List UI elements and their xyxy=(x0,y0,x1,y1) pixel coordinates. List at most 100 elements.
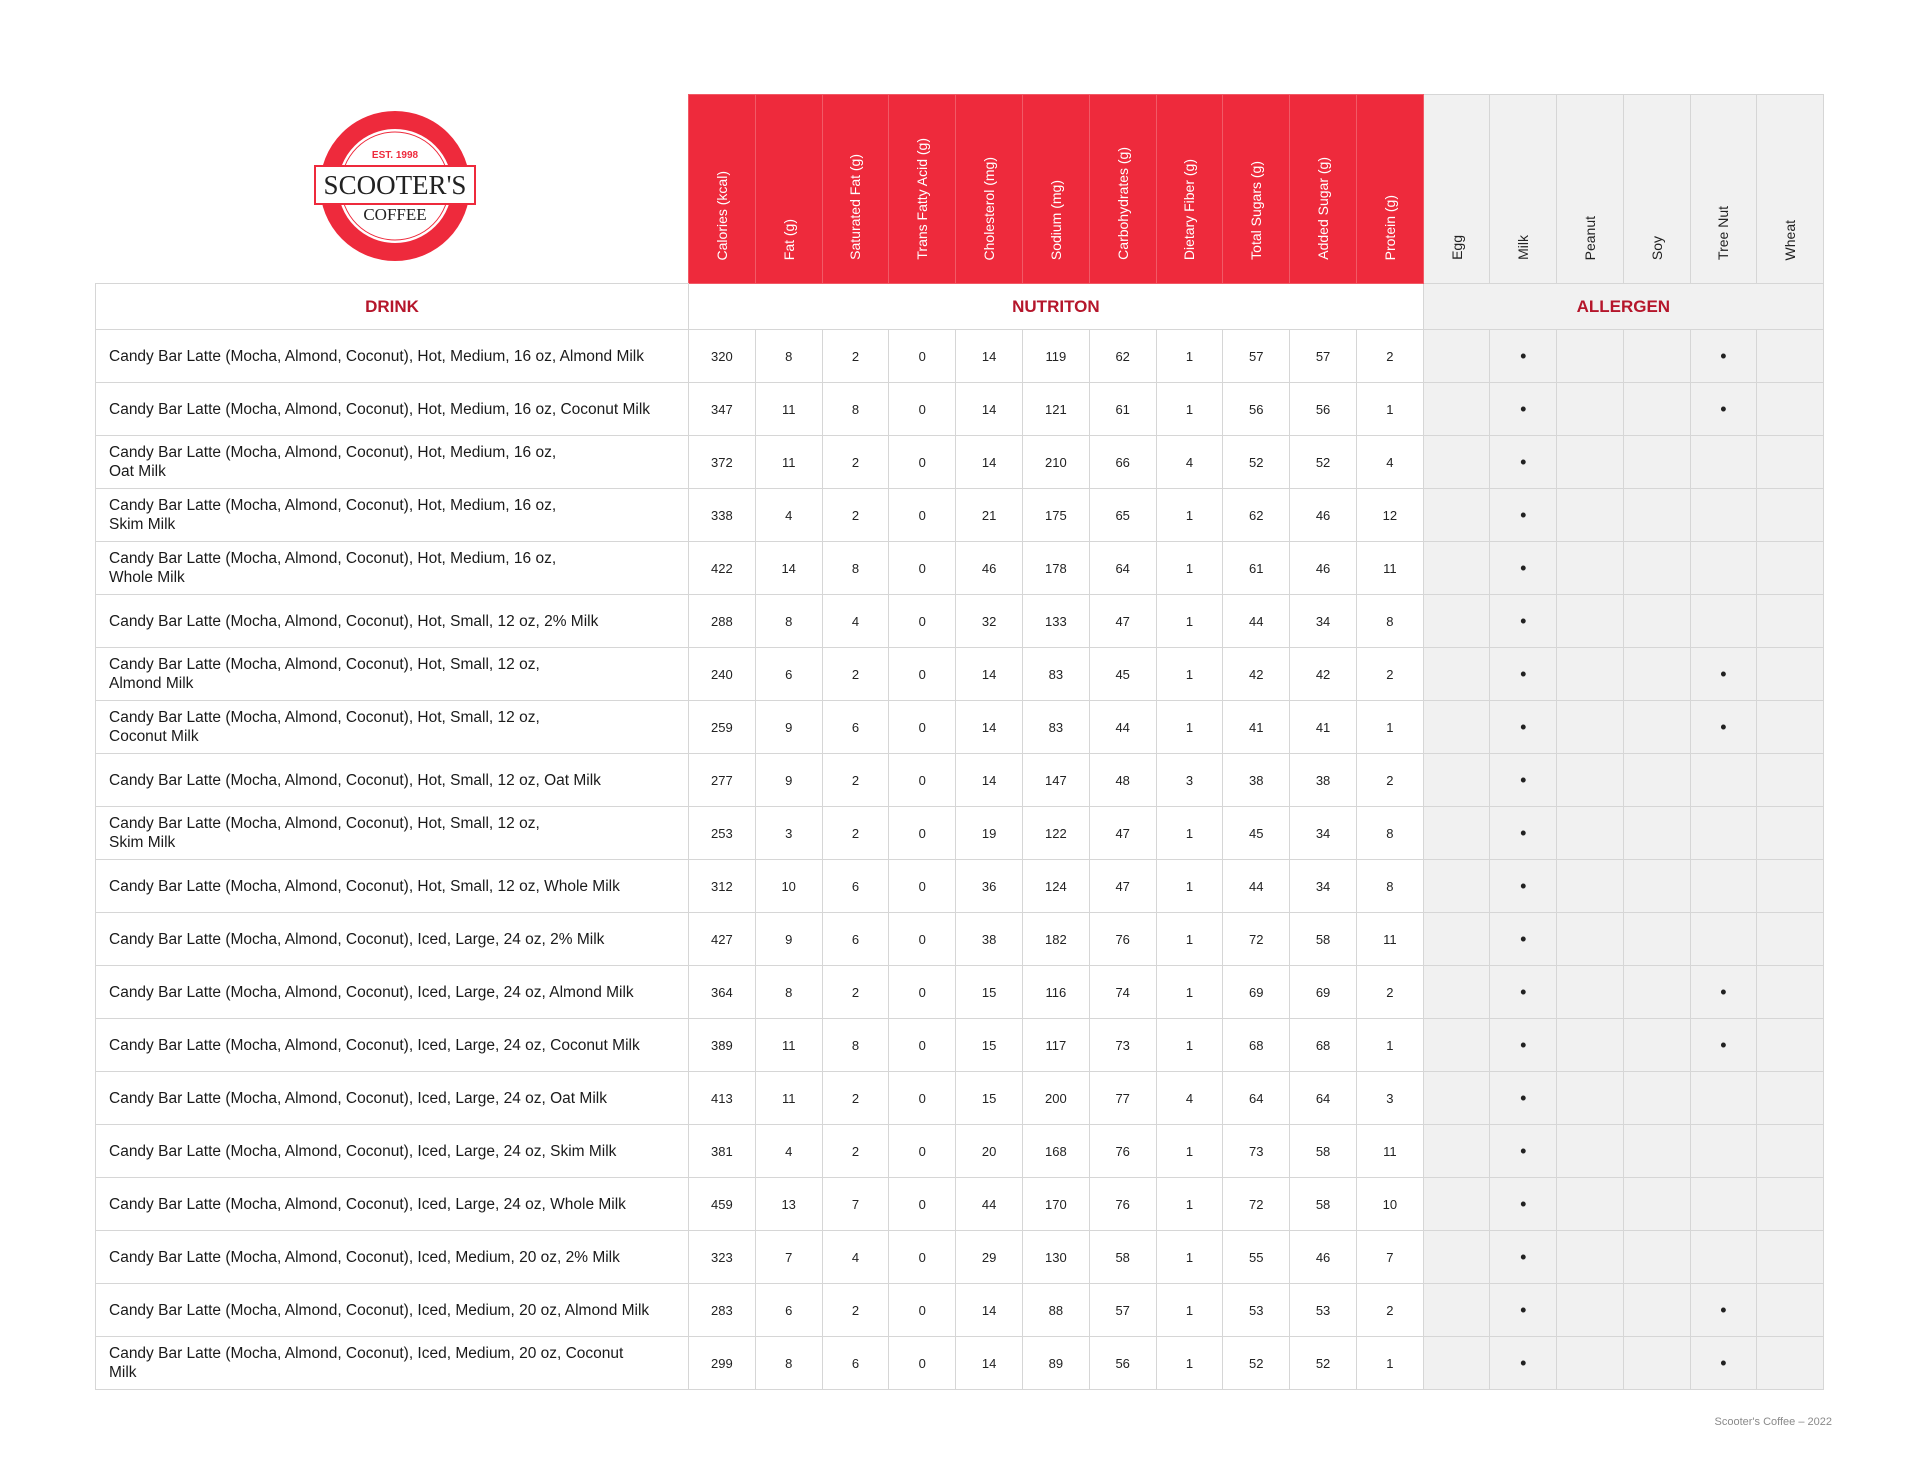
column-label: Dietary Fiber (g) xyxy=(1181,158,1198,260)
allergen-cell xyxy=(1422,753,1491,807)
nutrition-value: 44 xyxy=(1222,594,1291,648)
column-label: Cholesterol (mg) xyxy=(981,156,998,260)
allergen-cell xyxy=(1422,912,1491,966)
nutrition-value: 72 xyxy=(1222,1177,1291,1231)
allergen-cell xyxy=(1622,647,1691,701)
nutrition-value: 2 xyxy=(821,329,890,383)
header-nutrition-10: Protein (g) xyxy=(1355,94,1424,284)
nutrition-value: 7 xyxy=(821,1177,890,1231)
nutrition-value: 89 xyxy=(1021,1336,1090,1390)
allergen-cell: • xyxy=(1489,806,1558,860)
allergen-cell xyxy=(1689,1071,1758,1125)
allergen-dot-icon: • xyxy=(1520,557,1527,578)
nutrition-value: 58 xyxy=(1289,912,1357,966)
column-label: Total Sugars (g) xyxy=(1248,161,1265,260)
nutrition-value: 46 xyxy=(1289,488,1357,542)
table-row: Candy Bar Latte (Mocha, Almond, Coconut)… xyxy=(95,435,1824,489)
drink-name: Candy Bar Latte (Mocha, Almond, Coconut)… xyxy=(95,700,689,754)
nutrition-value: 14 xyxy=(754,541,823,595)
column-label: Peanut xyxy=(1581,215,1598,260)
allergen-cell xyxy=(1422,541,1491,595)
nutrition-value: 312 xyxy=(688,859,756,913)
allergen-cell xyxy=(1422,1283,1491,1337)
drink-name: Candy Bar Latte (Mocha, Almond, Coconut)… xyxy=(95,488,689,542)
allergen-cell xyxy=(1622,1018,1691,1072)
allergen-cell xyxy=(1756,541,1824,595)
nutrition-value: 2 xyxy=(821,1124,890,1178)
nutrition-value: 42 xyxy=(1222,647,1291,701)
nutrition-value: 61 xyxy=(1088,382,1157,436)
nutrition-value: 57 xyxy=(1289,329,1357,383)
allergen-cell xyxy=(1556,1124,1624,1178)
nutrition-value: 62 xyxy=(1222,488,1291,542)
drink-name: Candy Bar Latte (Mocha, Almond, Coconut)… xyxy=(95,647,689,701)
nutrition-value: 83 xyxy=(1021,647,1090,701)
nutrition-value: 1 xyxy=(1355,700,1424,754)
allergen-cell: • xyxy=(1489,488,1558,542)
nutrition-value: 1 xyxy=(1155,329,1224,383)
nutrition-value: 1 xyxy=(1155,1177,1224,1231)
allergen-cell xyxy=(1422,647,1491,701)
allergen-dot-icon: • xyxy=(1520,1087,1527,1108)
logo-name: SCOOTER'S xyxy=(324,170,467,200)
allergen-cell xyxy=(1622,382,1691,436)
allergen-cell xyxy=(1689,541,1758,595)
nutrition-value: 0 xyxy=(888,435,957,489)
nutrition-value: 73 xyxy=(1222,1124,1291,1178)
nutrition-value: 0 xyxy=(888,1336,957,1390)
nutrition-value: 56 xyxy=(1222,382,1291,436)
nutrition-value: 52 xyxy=(1289,1336,1357,1390)
column-label: Fat (g) xyxy=(780,218,797,260)
allergen-dot-icon: • xyxy=(1520,1034,1527,1055)
nutrition-value: 0 xyxy=(888,806,957,860)
column-header-row: Calories (kcal) Fat (g) Saturated Fat (g) T… xyxy=(95,94,1824,284)
nutrition-value: 36 xyxy=(955,859,1023,913)
drink-name: Candy Bar Latte (Mocha, Almond, Coconut)… xyxy=(95,965,689,1019)
nutrition-value: 0 xyxy=(888,700,957,754)
allergen-cell: • xyxy=(1489,1283,1558,1337)
allergen-cell xyxy=(1622,541,1691,595)
nutrition-value: 347 xyxy=(688,382,756,436)
nutrition-value: 64 xyxy=(1088,541,1157,595)
allergen-cell xyxy=(1756,1071,1824,1125)
allergen-cell: • xyxy=(1689,382,1758,436)
drink-name: Candy Bar Latte (Mocha, Almond, Coconut)… xyxy=(95,859,689,913)
nutrition-value: 283 xyxy=(688,1283,756,1337)
allergen-cell xyxy=(1556,1336,1624,1390)
header-allergen-egg: Egg xyxy=(1422,94,1491,284)
nutrition-value: 381 xyxy=(688,1124,756,1178)
allergen-dot-icon: • xyxy=(1520,1352,1527,1373)
allergen-cell xyxy=(1556,594,1624,648)
allergen-cell xyxy=(1756,806,1824,860)
nutrition-value: 175 xyxy=(1021,488,1090,542)
allergen-cell xyxy=(1622,1336,1691,1390)
nutrition-value: 6 xyxy=(821,1336,890,1390)
nutrition-value: 0 xyxy=(888,965,957,1019)
column-label: Protein (g) xyxy=(1381,194,1398,260)
nutrition-value: 1 xyxy=(1155,1283,1224,1337)
allergen-cell xyxy=(1756,647,1824,701)
nutrition-value: 130 xyxy=(1021,1230,1090,1284)
nutrition-value: 0 xyxy=(888,912,957,966)
allergen-dot-icon: • xyxy=(1520,822,1527,843)
allergen-cell xyxy=(1689,435,1758,489)
nutrition-value: 1 xyxy=(1155,1124,1224,1178)
nutrition-value: 56 xyxy=(1289,382,1357,436)
nutrition-value: 46 xyxy=(1289,541,1357,595)
nutrition-value: 122 xyxy=(1021,806,1090,860)
allergen-dot-icon: • xyxy=(1520,769,1527,790)
logo-est: EST. 1998 xyxy=(372,150,419,161)
nutrition-value: 57 xyxy=(1222,329,1291,383)
allergen-cell xyxy=(1622,1071,1691,1125)
nutrition-value: 119 xyxy=(1021,329,1090,383)
nutrition-value: 0 xyxy=(888,488,957,542)
allergen-cell xyxy=(1422,435,1491,489)
allergen-cell xyxy=(1622,1230,1691,1284)
column-label: Milk xyxy=(1515,235,1532,260)
header-nutrition-5: Sodium (mg) xyxy=(1021,94,1090,284)
allergen-cell xyxy=(1422,382,1491,436)
nutrition-value: 1 xyxy=(1155,647,1224,701)
allergen-cell: • xyxy=(1489,859,1558,913)
nutrition-value: 133 xyxy=(1021,594,1090,648)
allergen-cell: • xyxy=(1689,1336,1758,1390)
